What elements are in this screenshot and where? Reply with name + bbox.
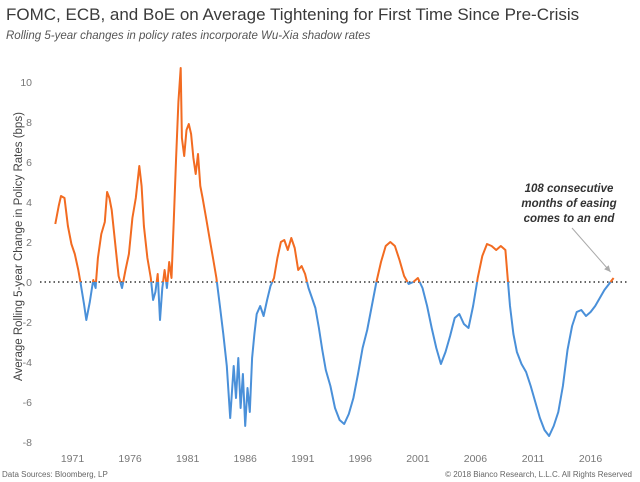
easing-segment [150,281,158,301]
x-tick-label: 1971 [61,453,85,465]
tightening-segment [375,241,409,283]
x-tick-label: 1981 [176,453,200,465]
y-tick-label: 2 [26,237,32,249]
y-tick-label: 4 [26,197,32,209]
tightening-segment [166,67,218,283]
annotation-line-1: 108 consecutive [524,183,614,195]
easing-segment [215,281,274,427]
chart-title: FOMC, ECB, and BoE on Average Tightening… [6,5,580,24]
easing-segment [79,281,94,321]
easing-segment [507,281,612,437]
x-tick-label: 2001 [406,453,430,465]
annotation-arrow-head [604,265,611,272]
y-tick-label: 8 [26,117,32,129]
annotation-line-3: comes to an end [523,213,615,225]
tightening-segment [476,243,509,283]
x-tick-label: 2011 [522,453,545,465]
x-tick-label: 2016 [579,453,603,465]
chart-annotation: 108 consecutive months of easing comes t… [512,182,626,227]
y-tick-label: 0 [26,277,32,289]
y-tick-label: 10 [20,77,32,89]
tightening-segment [155,273,160,283]
tightening-segment [91,279,95,283]
tightening-segment [54,195,82,283]
y-tick-label: -4 [23,357,32,369]
tightening-segment [609,277,615,283]
data-source-note: Data Sources: Bloomberg, LP [2,470,108,479]
tightening-segment [95,191,122,283]
easing-segment [165,281,169,289]
copyright-note: © 2018 Bianco Research, L.L.C. All Right… [445,470,632,479]
chart-subtitle: Rolling 5-year changes in policy rates i… [6,30,371,42]
tightening-segment [271,237,308,283]
y-tick-label: -8 [23,437,32,449]
easing-segment [92,281,97,289]
easing-segment [157,281,165,321]
y-tick-label: -6 [23,397,32,409]
easing-segment [406,281,414,285]
x-tick-label: 2006 [464,453,488,465]
x-tick-label: 1976 [118,453,142,465]
annotation-line-2: months of easing [521,198,617,210]
x-tick-label: 1991 [291,453,315,465]
tightening-segment [162,269,168,283]
easing-segment [119,281,125,289]
easing-segment [306,281,378,425]
annotation-arrow-line [571,227,611,273]
tightening-segment [122,165,153,283]
easing-segment [418,281,479,365]
y-tick-label: -2 [23,317,32,329]
x-tick-label: 1996 [349,453,373,465]
tightening-segment [412,277,421,283]
x-tick-label: 1986 [234,453,258,465]
y-tick-label: 6 [26,157,32,169]
